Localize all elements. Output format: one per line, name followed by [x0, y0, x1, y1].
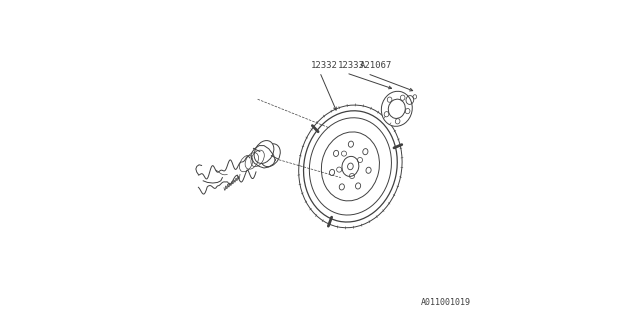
Text: A011001019: A011001019 [420, 298, 470, 307]
Ellipse shape [260, 144, 280, 167]
Ellipse shape [254, 140, 274, 164]
Text: 12333: 12333 [338, 61, 364, 70]
Ellipse shape [381, 91, 412, 126]
Text: A21067: A21067 [360, 61, 392, 70]
Text: 12332: 12332 [310, 61, 337, 70]
